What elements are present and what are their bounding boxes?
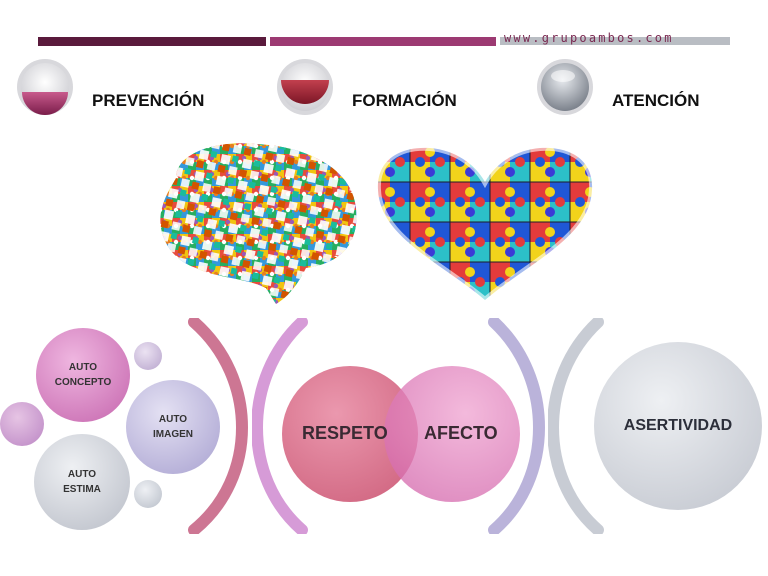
auto-estima-line1: AUTO	[67, 469, 97, 480]
header-bar-grey	[500, 37, 730, 45]
category-atencion: ATENCIÓN	[612, 91, 700, 110]
auto-imagen-bubble: AUTO IMAGEN	[126, 380, 220, 474]
asertividad-label: ASERTIVIDAD	[623, 417, 733, 434]
arc-left-1	[252, 318, 308, 534]
auto-estima-line2: ESTIMA	[63, 484, 101, 495]
wine-gauge-icon	[17, 59, 73, 115]
auto-concepto-bubble: AUTO CONCEPTO	[36, 328, 130, 422]
category-formacion: FORMACIÓN	[352, 91, 457, 110]
website-url[interactable]: www.grupoambos.com	[504, 31, 674, 45]
puzzle-brain-image	[160, 143, 357, 305]
auto-imagen-line2: IMAGEN	[153, 429, 193, 440]
silver-gauge-icon	[537, 59, 593, 115]
arc-right-1	[188, 318, 248, 534]
small-bubble-bottom	[134, 480, 162, 508]
puzzle-heart-image	[374, 144, 596, 302]
respeto-label: RESPETO	[302, 423, 388, 443]
arc-left-2	[548, 318, 604, 534]
arc-right-2	[488, 318, 545, 534]
header-bar-plum	[38, 37, 266, 46]
auto-concepto-line2: CONCEPTO	[54, 377, 112, 388]
red-gauge-icon	[277, 59, 333, 115]
auto-imagen-line1: AUTO	[158, 414, 188, 425]
category-prevencion: PREVENCIÓN	[92, 91, 205, 110]
header-bar-magenta	[270, 37, 496, 46]
small-bubble-top	[134, 342, 162, 370]
auto-concepto-line1: AUTO	[68, 362, 98, 373]
afecto-label: AFECTO	[424, 423, 498, 443]
auto-estima-bubble: AUTO ESTIMA	[34, 434, 130, 530]
asertividad-circle: ASERTIVIDAD	[594, 342, 762, 510]
small-bubble-left	[0, 402, 44, 446]
afecto-circle	[384, 366, 520, 502]
